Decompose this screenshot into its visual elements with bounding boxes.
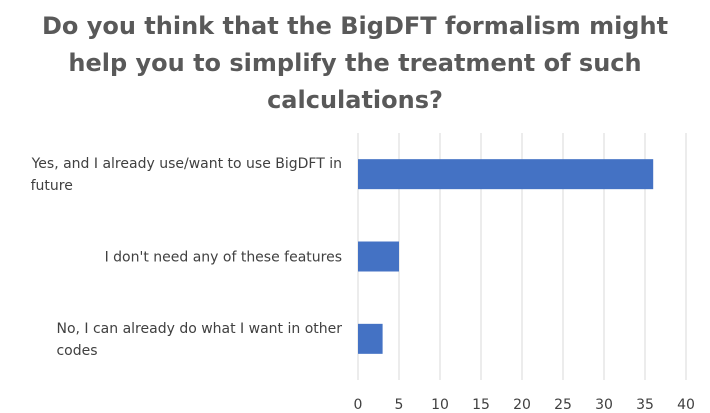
x-tick-label: 10 <box>431 397 449 413</box>
bars <box>358 159 654 354</box>
x-tick-label: 0 <box>354 397 363 413</box>
bar <box>358 323 383 354</box>
category-labels: Yes, and I already use/want to use BigDF… <box>31 156 343 359</box>
chart-title: Do you think that the BigDFT formalism m… <box>41 12 669 114</box>
x-tick-labels: 0 5 10 15 20 25 30 35 40 <box>354 397 695 413</box>
x-tick-label: 40 <box>677 397 695 413</box>
bar <box>358 159 654 190</box>
category-label: Yes, and I already use/want to use BigDF… <box>31 156 342 194</box>
x-tick-label: 5 <box>395 397 404 413</box>
x-tick-label: 25 <box>554 397 572 413</box>
x-tick-label: 35 <box>636 397 654 413</box>
x-tick-label: 20 <box>513 397 531 413</box>
x-tick-label: 30 <box>595 397 613 413</box>
bar <box>358 241 399 272</box>
category-label: I don't need any of these features <box>105 250 342 266</box>
category-label: No, I can already do what I want in othe… <box>56 321 342 359</box>
x-tick-label: 15 <box>472 397 490 413</box>
